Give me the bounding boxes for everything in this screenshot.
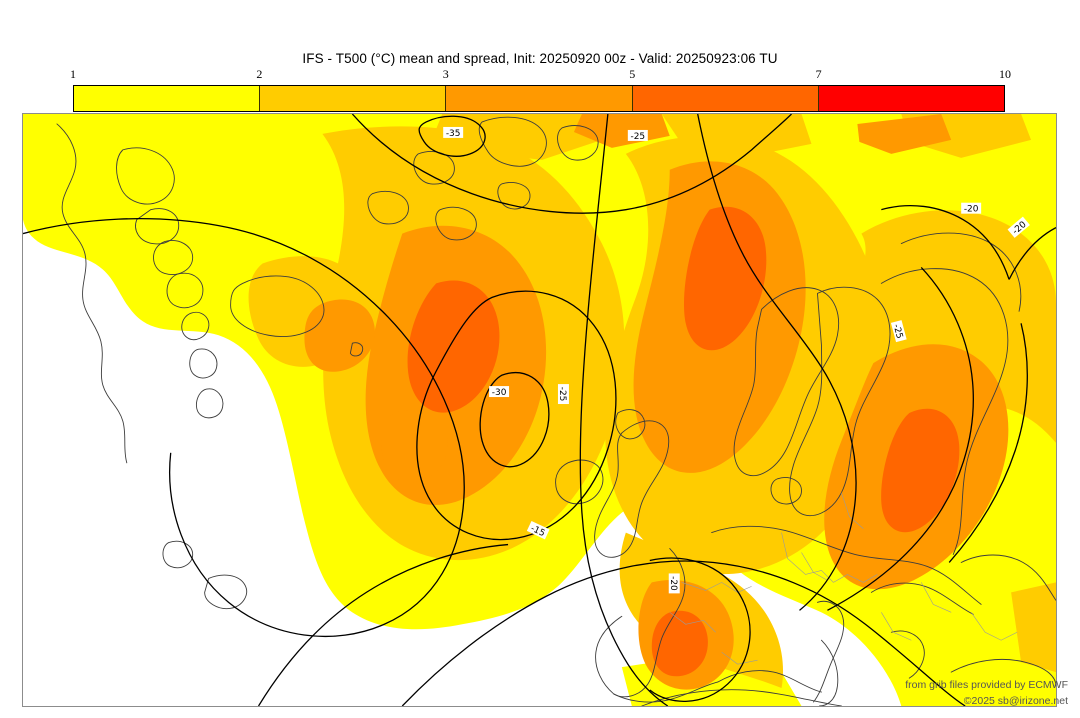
contour-label--30: -30 (489, 386, 510, 398)
svg-text:-25: -25 (557, 387, 567, 402)
contour-label--35: -35 (443, 126, 464, 139)
svg-text:-25: -25 (891, 323, 904, 340)
colorbar-segment-3 (446, 86, 633, 111)
colorbar: 1 2 3 5 7 10 (70, 67, 1011, 112)
contour-label--25-top: -25 (627, 129, 648, 142)
colorbar-gradient (73, 85, 1005, 112)
contour-label--25-east: -25 (891, 320, 907, 343)
colorbar-tick-1: 2 (256, 67, 263, 81)
contour-labels: -35 -25 -20 -20 -30 -25 (443, 126, 1030, 594)
colorbar-segment-5 (818, 86, 1005, 111)
colorbar-tick-2: 3 (442, 67, 449, 81)
country-borders (669, 492, 1018, 665)
colorbar-tick-5: 10 (999, 67, 1011, 81)
spread-band-5-7 (407, 206, 960, 677)
contour-label--20-south: -20 (668, 573, 680, 594)
colorbar-tick-0: 1 (70, 67, 76, 81)
svg-text:-30: -30 (492, 388, 507, 398)
svg-text:-35: -35 (446, 129, 461, 139)
colorbar-segment-2 (260, 86, 447, 111)
svg-text:-20: -20 (964, 205, 979, 215)
svg-text:-20: -20 (668, 576, 678, 591)
colorbar-segment-1 (74, 86, 261, 111)
page-title: IFS - T500 (°C) mean and spread, Init: 2… (302, 51, 778, 66)
weather-map[interactable]: -35 -25 -20 -20 -30 -25 (22, 113, 1057, 707)
contour-label--20-ne: -20 (961, 202, 982, 215)
contour-label--25-center: -25 (557, 384, 569, 405)
colorbar-segment-4 (632, 86, 819, 111)
attribution-source: from grib files provided by ECMWF (905, 679, 1068, 691)
colorbar-tick-3: 5 (629, 67, 636, 81)
coastlines (56, 116, 1056, 706)
colorbar-tick-4: 7 (815, 67, 822, 81)
svg-text:-25: -25 (630, 132, 645, 142)
mean-contours (23, 114, 1056, 706)
attribution-copyright: ©2025 sb@irizone.net (963, 695, 1068, 707)
